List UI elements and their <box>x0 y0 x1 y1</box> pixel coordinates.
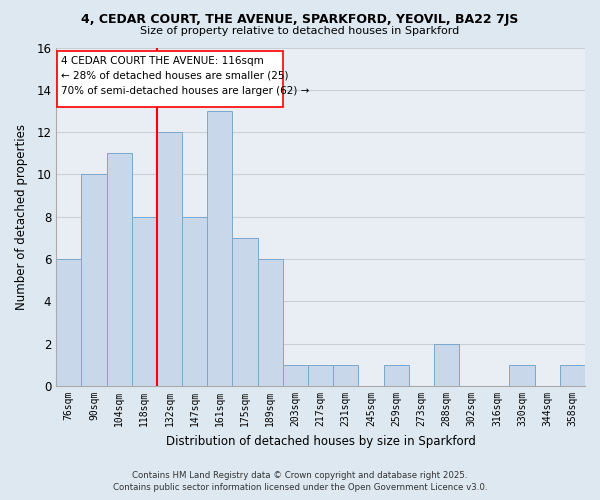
Text: 4, CEDAR COURT, THE AVENUE, SPARKFORD, YEOVIL, BA22 7JS: 4, CEDAR COURT, THE AVENUE, SPARKFORD, Y… <box>82 12 518 26</box>
Y-axis label: Number of detached properties: Number of detached properties <box>15 124 28 310</box>
Bar <box>283 365 308 386</box>
Bar <box>82 174 107 386</box>
Bar <box>58 50 283 106</box>
Bar <box>560 365 585 386</box>
Bar <box>509 365 535 386</box>
Text: Size of property relative to detached houses in Sparkford: Size of property relative to detached ho… <box>140 26 460 36</box>
Bar <box>107 154 132 386</box>
Text: ← 28% of detached houses are smaller (25): ← 28% of detached houses are smaller (25… <box>61 71 289 81</box>
Text: 4 CEDAR COURT THE AVENUE: 116sqm: 4 CEDAR COURT THE AVENUE: 116sqm <box>61 56 264 66</box>
Bar <box>308 365 333 386</box>
Bar <box>157 132 182 386</box>
Bar <box>434 344 459 386</box>
Text: Contains HM Land Registry data © Crown copyright and database right 2025.
Contai: Contains HM Land Registry data © Crown c… <box>113 471 487 492</box>
Bar <box>132 217 157 386</box>
X-axis label: Distribution of detached houses by size in Sparkford: Distribution of detached houses by size … <box>166 434 476 448</box>
Bar <box>333 365 358 386</box>
Bar <box>56 259 82 386</box>
Bar <box>182 217 207 386</box>
Bar <box>257 259 283 386</box>
Bar <box>383 365 409 386</box>
Bar <box>232 238 257 386</box>
Bar <box>207 111 232 386</box>
Text: 70% of semi-detached houses are larger (62) →: 70% of semi-detached houses are larger (… <box>61 86 310 96</box>
